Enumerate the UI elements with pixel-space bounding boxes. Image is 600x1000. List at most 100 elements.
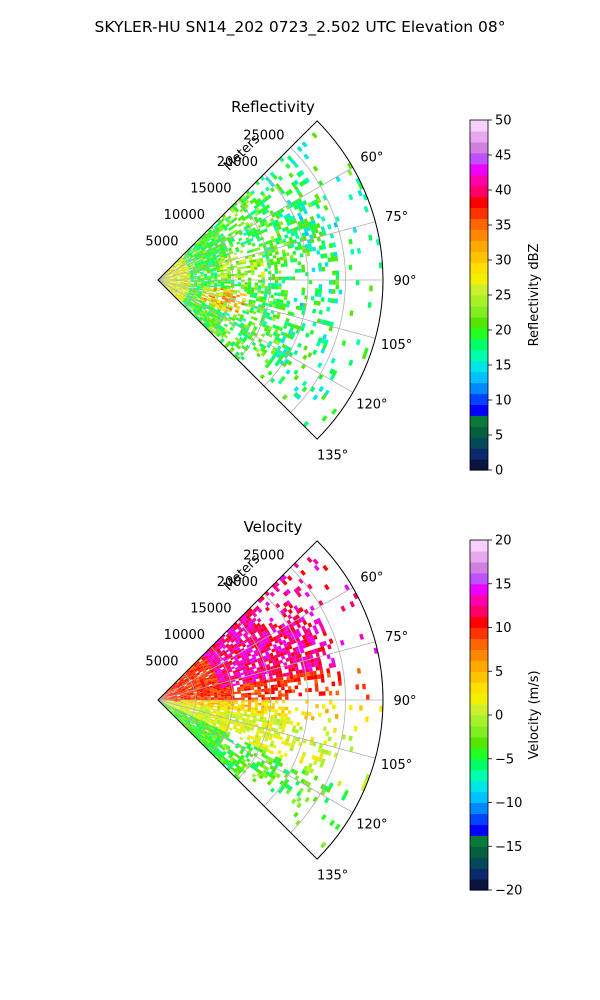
radar-gate (180, 274, 184, 276)
radar-gate (329, 233, 335, 239)
radar-gate (224, 274, 228, 277)
radar-gate (211, 323, 215, 328)
radar-gate (207, 738, 211, 742)
radar-gate (242, 261, 247, 265)
radar-gate (269, 300, 273, 305)
radar-gate (201, 294, 206, 297)
radar-gate (184, 711, 188, 714)
radar-gate (325, 686, 329, 692)
radar-gate (244, 228, 249, 233)
radar-gate (167, 699, 171, 700)
radar-gate (170, 687, 173, 691)
radar-gate (203, 665, 208, 669)
radar-gate (221, 250, 226, 254)
radar-gate (219, 754, 224, 758)
radar-gate (283, 296, 288, 301)
radar-gate (236, 671, 241, 675)
radar-gate (282, 612, 288, 618)
radar-gate (175, 271, 179, 274)
radar-gate (193, 297, 197, 300)
radar-gate (228, 660, 233, 664)
radar-gate (163, 276, 167, 278)
radar-gate (229, 321, 233, 326)
radar-gate (177, 702, 181, 703)
radar-gate (206, 250, 211, 254)
radar-gate (196, 286, 201, 288)
radar-gate (219, 253, 224, 257)
radar-gate (214, 298, 218, 301)
radar-gate (193, 253, 197, 257)
radar-gate (229, 242, 234, 246)
radar-gate (303, 629, 308, 635)
radar-gate (296, 796, 302, 803)
radar-gate (202, 663, 207, 667)
radar-gate (233, 769, 238, 774)
radar-gate (162, 694, 166, 697)
radar-gate (275, 301, 280, 306)
radar-gate (193, 242, 197, 246)
radar-gate (176, 705, 180, 707)
radar-gate (202, 256, 206, 259)
radar-gate (237, 229, 242, 234)
radar-gate (196, 287, 200, 289)
radar-gate (207, 238, 211, 242)
radar-gate (176, 712, 180, 715)
radar-gate (255, 675, 260, 680)
radar-gate (165, 285, 169, 288)
radar-gate (236, 661, 241, 665)
radar-gate (198, 676, 203, 680)
radar-gate (243, 289, 248, 292)
radar-gate (217, 695, 221, 697)
radar-gate (177, 687, 182, 690)
radar-gate (256, 622, 261, 628)
radar-gate (214, 679, 218, 682)
radar-gate (166, 703, 170, 706)
radar-gate (176, 272, 180, 275)
radar-gate (287, 346, 293, 352)
radar-gate (176, 702, 181, 704)
radar-gate (163, 282, 167, 284)
radar-gate (217, 728, 221, 732)
radar-gate (245, 190, 251, 195)
radar-gate (166, 275, 170, 277)
radar-gate (298, 578, 304, 584)
radar-gate (223, 721, 228, 725)
radar-gate (175, 708, 179, 711)
radar-gate (293, 162, 299, 169)
radar-gate (223, 215, 228, 220)
radar-gate (219, 266, 224, 269)
radar-gate (250, 626, 256, 632)
radar-gate (208, 262, 212, 265)
radar-gate (206, 324, 210, 328)
radar-gate (226, 688, 231, 691)
radar-gate (221, 762, 226, 766)
radar-gate (334, 713, 339, 719)
radar-gate (216, 688, 221, 691)
radar-gate (272, 174, 278, 180)
radar-gate (233, 217, 238, 222)
radar-gate (170, 701, 174, 702)
radar-gate (312, 165, 319, 172)
radar-gate (209, 242, 214, 246)
radar-gate (220, 722, 224, 725)
radar-gate (196, 735, 200, 739)
radar-gate (232, 683, 237, 687)
radar-gate (311, 639, 316, 646)
radar-gate (207, 694, 211, 697)
radar-gate (203, 689, 207, 692)
radar-gate (227, 760, 232, 765)
radar-gate (197, 276, 201, 278)
radar-gate (277, 712, 282, 717)
radar-gate (182, 270, 186, 272)
radar-gate (230, 675, 235, 679)
radar-gate (284, 713, 288, 717)
radar-gate (169, 285, 173, 287)
radar-gate (206, 706, 211, 709)
radar-gate (277, 379, 283, 385)
radar-gate (270, 261, 274, 266)
radar-gate (186, 286, 190, 288)
radar-gate (285, 783, 291, 790)
radar-gate (252, 629, 258, 634)
radar-gate (199, 298, 204, 302)
radar-gate (166, 695, 170, 697)
